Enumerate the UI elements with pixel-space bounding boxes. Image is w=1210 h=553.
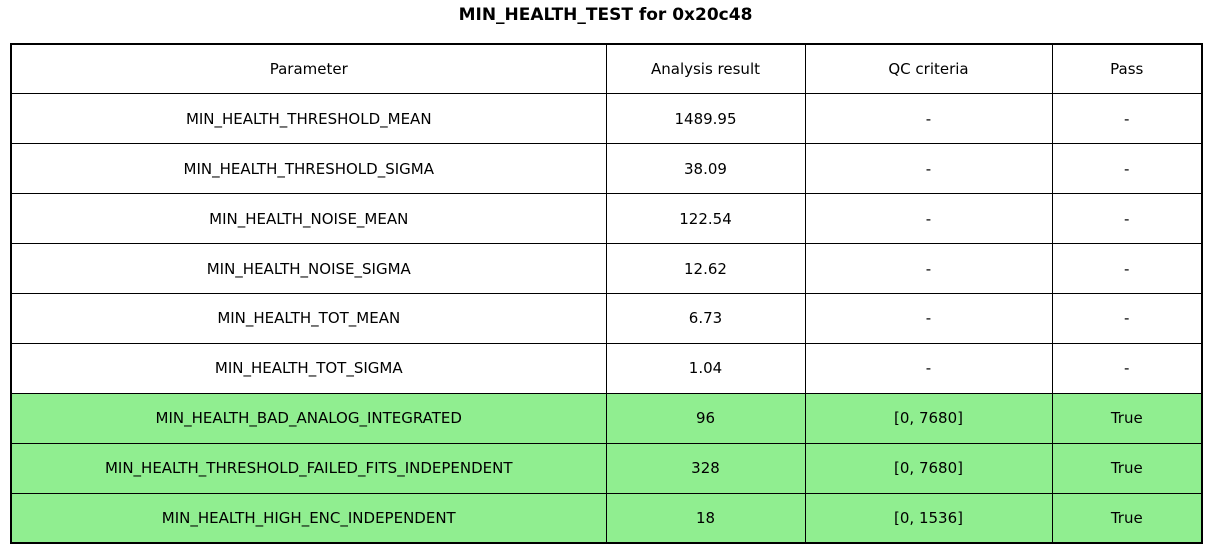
cell-analysis-result: 96 <box>605 392 806 444</box>
cell-parameter: MIN_HEALTH_HIGH_ENC_INDEPENDENT <box>10 492 607 544</box>
header-row: Parameter Analysis result QC criteria Pa… <box>10 43 1203 95</box>
col-header-qc-criteria: QC criteria <box>804 43 1053 95</box>
cell-analysis-result: 18 <box>605 492 806 544</box>
cell-parameter: MIN_HEALTH_THRESHOLD_MEAN <box>10 93 607 145</box>
table-row: MIN_HEALTH_THRESHOLD_MEAN 1489.95 - - <box>10 93 1203 145</box>
qc-results-table: Parameter Analysis result QC criteria Pa… <box>10 43 1203 544</box>
cell-qc-criteria: [0, 1536] <box>804 492 1053 544</box>
cell-pass: - <box>1051 243 1203 294</box>
table-title: MIN_HEALTH_TEST for 0x20c48 <box>458 5 753 25</box>
cell-qc-criteria: - <box>804 292 1053 344</box>
cell-parameter: MIN_HEALTH_TOT_MEAN <box>10 292 607 344</box>
cell-analysis-result: 328 <box>605 442 806 494</box>
cell-qc-criteria: - <box>804 243 1053 294</box>
cell-analysis-result: 12.62 <box>605 243 806 294</box>
cell-qc-criteria: [0, 7680] <box>804 442 1053 494</box>
table-row: MIN_HEALTH_NOISE_SIGMA 12.62 - - <box>10 243 1203 294</box>
cell-qc-criteria: - <box>804 93 1053 145</box>
cell-pass: - <box>1051 143 1203 195</box>
col-header-analysis-result: Analysis result <box>605 43 806 95</box>
cell-pass: True <box>1051 492 1203 544</box>
col-header-parameter: Parameter <box>10 43 607 95</box>
cell-analysis-result: 38.09 <box>605 143 806 195</box>
cell-parameter: MIN_HEALTH_TOT_SIGMA <box>10 342 607 394</box>
col-header-pass: Pass <box>1051 43 1203 95</box>
cell-pass: - <box>1051 93 1203 145</box>
table-row: MIN_HEALTH_TOT_SIGMA 1.04 - - <box>10 342 1203 394</box>
cell-qc-criteria: - <box>804 342 1053 394</box>
table-row: MIN_HEALTH_NOISE_MEAN 122.54 - - <box>10 193 1203 245</box>
cell-pass: - <box>1051 193 1203 245</box>
cell-parameter: MIN_HEALTH_THRESHOLD_FAILED_FITS_INDEPEN… <box>10 442 607 494</box>
table-row: MIN_HEALTH_HIGH_ENC_INDEPENDENT 18 [0, 1… <box>10 492 1203 544</box>
cell-qc-criteria: [0, 7680] <box>804 392 1053 444</box>
cell-parameter: MIN_HEALTH_NOISE_MEAN <box>10 193 607 245</box>
cell-analysis-result: 122.54 <box>605 193 806 245</box>
cell-parameter: MIN_HEALTH_THRESHOLD_SIGMA <box>10 143 607 195</box>
table-row: MIN_HEALTH_THRESHOLD_FAILED_FITS_INDEPEN… <box>10 442 1203 494</box>
table-row: MIN_HEALTH_BAD_ANALOG_INTEGRATED 96 [0, … <box>10 392 1203 444</box>
table-row: MIN_HEALTH_THRESHOLD_SIGMA 38.09 - - <box>10 143 1203 195</box>
cell-parameter: MIN_HEALTH_BAD_ANALOG_INTEGRATED <box>10 392 607 444</box>
table-row: MIN_HEALTH_TOT_MEAN 6.73 - - <box>10 292 1203 344</box>
cell-pass: - <box>1051 292 1203 344</box>
cell-analysis-result: 1489.95 <box>605 93 806 145</box>
cell-parameter: MIN_HEALTH_NOISE_SIGMA <box>10 243 607 294</box>
cell-analysis-result: 1.04 <box>605 342 806 394</box>
cell-pass: True <box>1051 442 1203 494</box>
cell-analysis-result: 6.73 <box>605 292 806 344</box>
cell-qc-criteria: - <box>804 143 1053 195</box>
cell-qc-criteria: - <box>804 193 1053 245</box>
cell-pass: True <box>1051 392 1203 444</box>
cell-pass: - <box>1051 342 1203 394</box>
